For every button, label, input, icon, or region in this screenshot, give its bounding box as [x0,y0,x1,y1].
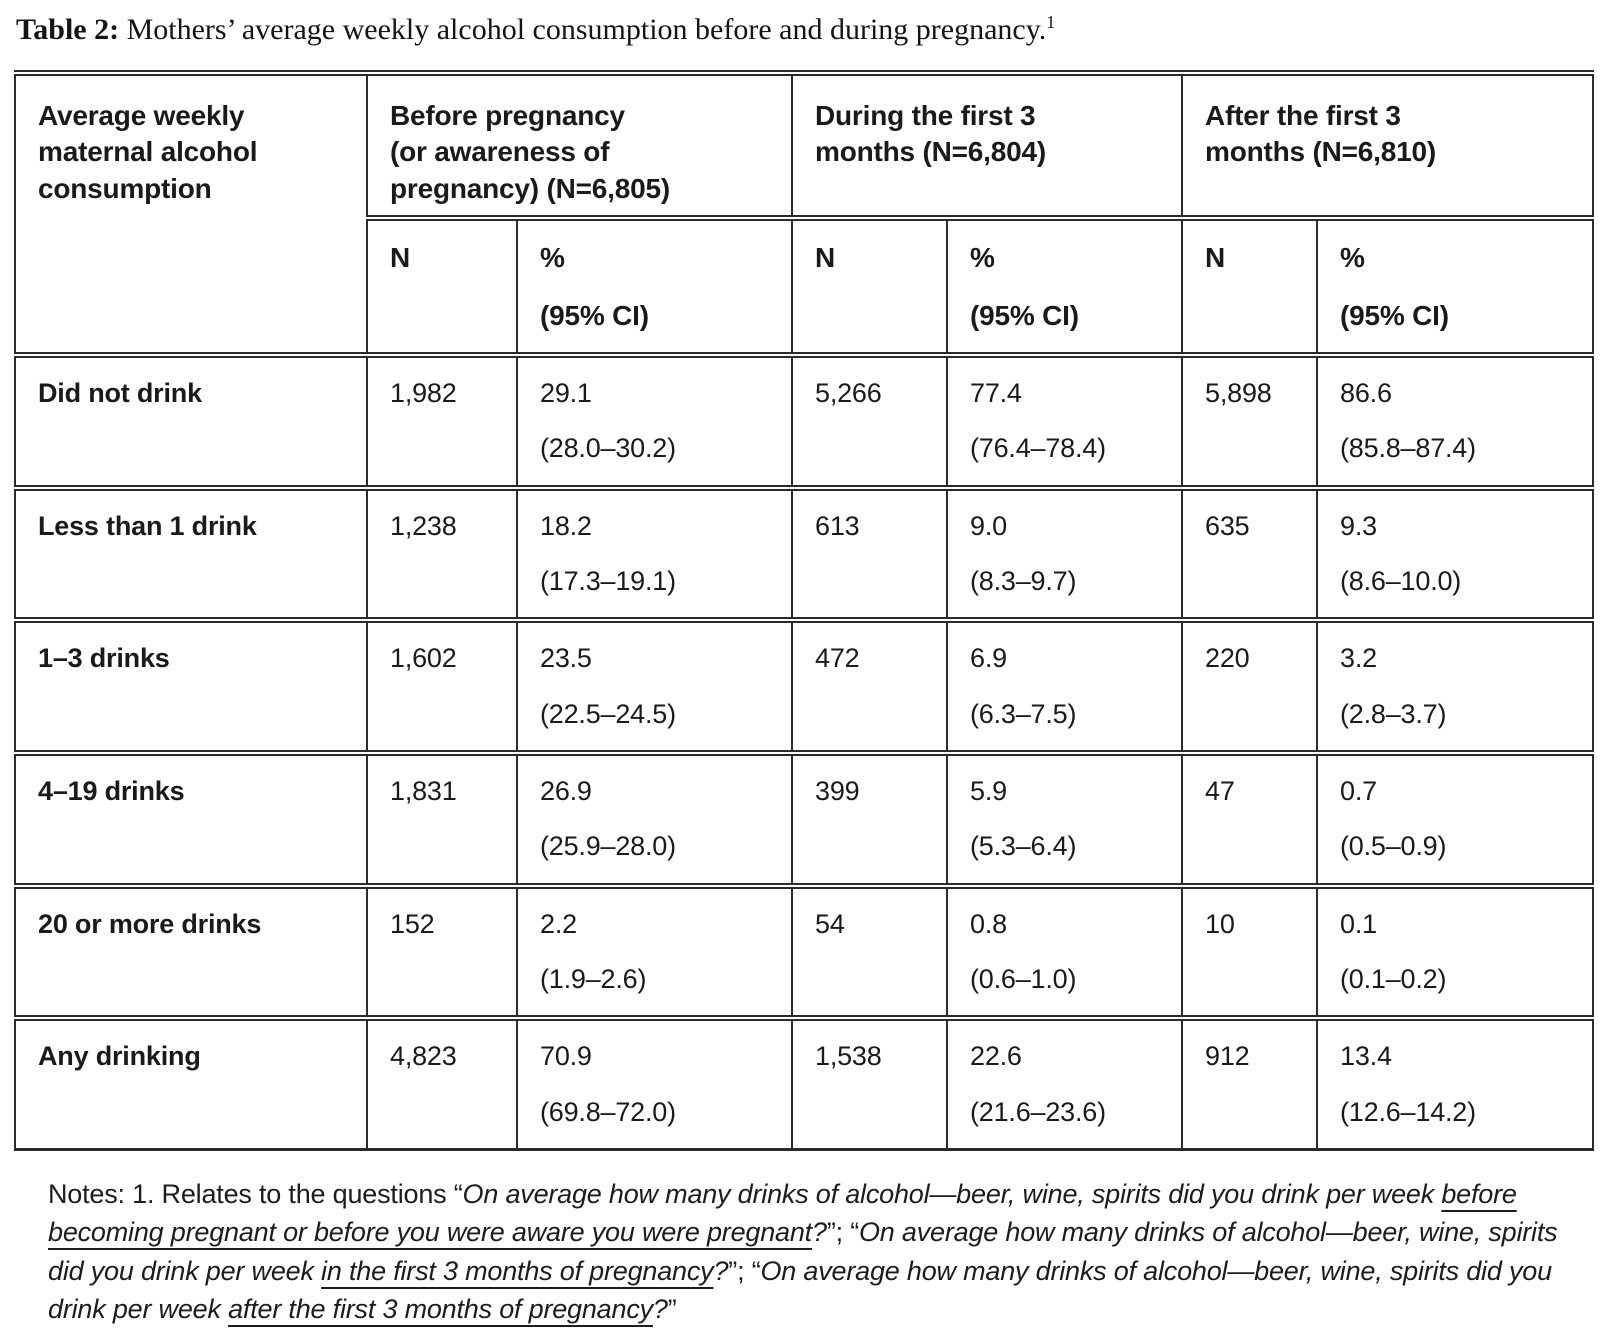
after-pct-value: 13.4 (12.6–14.2) [1316,1015,1595,1152]
col-header-consumption: Average weekly maternal alcohol consumpt… [14,70,368,355]
notes-text: Notes: 1. Relates to the questions “On a… [48,1179,1558,1325]
after-n-value: 10 [1181,882,1319,1019]
table-number-label: Table 2: [16,13,120,46]
after-pct-value: 9.3 (8.6–10.0) [1316,484,1595,621]
subheader-n-after: N [1181,215,1319,355]
during-n-value: 613 [791,484,948,621]
col-group-after-first-3-months: After the first 3 months (N=6,810) [1181,69,1595,219]
during-n-value: 1,538 [791,1015,948,1152]
during-pct-value: 22.6 (21.6–23.6) [945,1015,1184,1152]
during-n-value: 54 [791,882,948,1019]
after-pct-value: 0.1 (0.1–0.2) [1316,882,1595,1019]
table-subheader-row: N % (95% CI) N % (95% CI) N % (95% CI) [15,215,1595,355]
after-n-value: 220 [1181,617,1319,754]
table-row-less-than-1-drink: Less than 1 drink 1,238 18.2 (17.3–19.1)… [14,484,1595,621]
during-pct-value: 6.9 (6.3–7.5) [945,617,1184,754]
row-label: 20 or more drinks [14,882,368,1019]
subheader-pct-during: % (95% CI) [945,215,1184,355]
during-pct-value: 9.0 (8.3–9.7) [945,484,1184,621]
row-label: 1–3 drinks [14,617,368,754]
row-label: Any drinking [14,1015,368,1152]
col-group-during-first-3-months: During the first 3 months (N=6,804) [790,69,1184,219]
table-title-text: Mothers’ average weekly alcohol consumpt… [119,13,1047,46]
subheader-pct-after: % (95% CI) [1316,215,1595,355]
table-row-any-drinking: Any drinking 4,823 70.9 (69.8–72.0) 1,53… [14,1015,1595,1152]
consumption-table: Average weekly maternal alcohol consumpt… [14,69,1595,1152]
table-header-row: Average weekly maternal alcohol consumpt… [14,69,1595,355]
after-pct-value: 86.6 (85.8–87.4) [1316,351,1595,488]
table-row-4-19-drinks: 4–19 drinks 1,831 26.9 (25.9–28.0) 399 5… [14,750,1595,886]
subheader-n-during: N [791,215,948,355]
before-pct-value: 70.9 (69.8–72.0) [516,1015,793,1152]
table-row-20-or-more-drinks: 20 or more drinks 152 2.2 (1.9–2.6) 54 0… [14,882,1595,1019]
row-label: Less than 1 drink [14,484,368,621]
page-title: Table 2: Mothers’ average weekly alcohol… [16,12,1592,48]
during-pct-value: 0.8 (0.6–1.0) [945,882,1184,1019]
row-label: Did not drink [14,351,368,488]
row-label: 4–19 drinks [14,750,368,886]
before-pct-value: 18.2 (17.3–19.1) [516,484,793,621]
during-pct-value: 5.9 (5.3–6.4) [945,750,1184,886]
footnote-marker: 1 [1046,12,1056,32]
during-n-value: 399 [791,750,948,886]
after-n-value: 635 [1181,484,1319,621]
before-pct-value: 23.5 (22.5–24.5) [516,617,793,754]
before-pct-value: 2.2 (1.9–2.6) [516,882,793,1019]
during-pct-value: 77.4 (76.4–78.4) [945,351,1184,488]
after-n-value: 5,898 [1181,351,1319,488]
table-row-1-3-drinks: 1–3 drinks 1,602 23.5 (22.5–24.5) 472 6.… [14,617,1595,754]
before-n-value: 152 [366,882,518,1019]
before-n-value: 1,602 [366,617,518,754]
subheader-pct-before: % (95% CI) [516,215,793,355]
before-n-value: 4,823 [366,1015,518,1152]
before-pct-value: 29.1 (28.0–30.2) [516,351,793,488]
before-n-value: 1,831 [366,750,518,886]
subheader-n-before: N [366,215,518,355]
during-n-value: 5,266 [791,351,948,488]
col-group-before-pregnancy: Before pregnancy (or awareness of pregna… [366,69,793,219]
before-n-value: 1,238 [366,484,518,621]
before-pct-value: 26.9 (25.9–28.0) [516,750,793,886]
after-n-value: 912 [1181,1015,1319,1152]
after-pct-value: 0.7 (0.5–0.9) [1316,750,1595,886]
before-n-value: 1,982 [366,351,518,488]
during-n-value: 472 [791,617,948,754]
after-n-value: 47 [1181,750,1319,886]
after-pct-value: 3.2 (2.8–3.7) [1316,617,1595,754]
table-row-did-not-drink: Did not drink 1,982 29.1 (28.0–30.2) 5,2… [14,351,1595,488]
